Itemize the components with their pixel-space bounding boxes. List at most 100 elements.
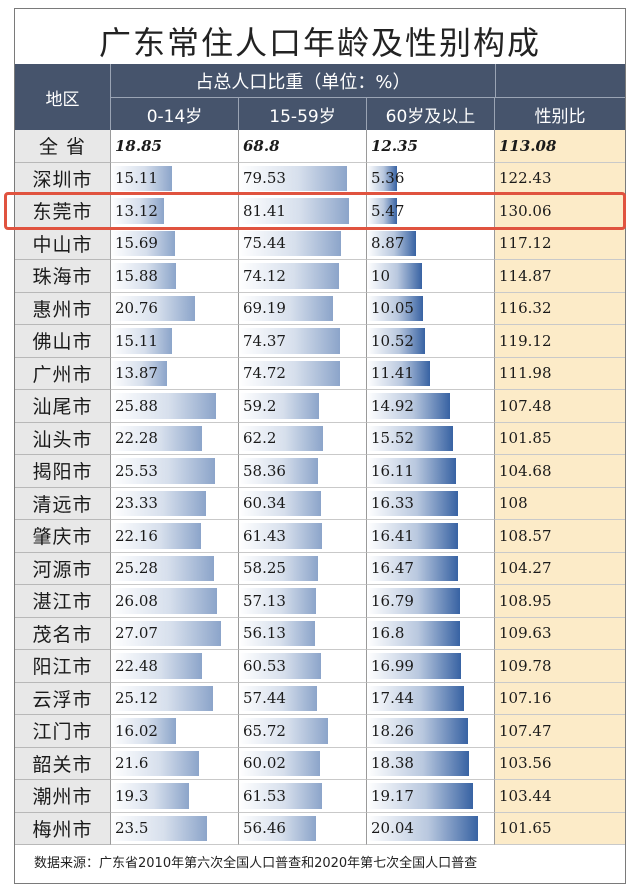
cell-value: 26.08	[115, 591, 158, 610]
cell-value: 19.3	[115, 786, 149, 805]
cell-value: 15.69	[115, 234, 158, 253]
bar-mark	[367, 718, 469, 744]
cell-age-15-59: 62.2	[239, 422, 367, 455]
cell-sex-ratio: 108.57	[495, 520, 625, 553]
bar-mark	[367, 458, 457, 484]
cell-age-0-14: 22.48	[111, 650, 239, 683]
cell-value: 18.26	[371, 721, 414, 740]
cell-value: 16.11	[371, 461, 414, 480]
bar-mark	[111, 328, 173, 354]
row-region-name: 惠州市	[15, 292, 111, 325]
cell-age-0-14: 25.88	[111, 390, 239, 423]
row-region-name: 珠海市	[15, 260, 111, 293]
cell-age-15-59: 74.12	[239, 260, 367, 293]
row-region-name: 中山市	[15, 227, 111, 260]
cell-age-15-59: 56.13	[239, 617, 367, 650]
cell-value: 119.12	[499, 331, 552, 350]
cell-age-15-59: 59.2	[239, 390, 367, 423]
bar-mark	[367, 490, 458, 516]
cell-age-15-59: 69.19	[239, 292, 367, 325]
row-region-name: 湛江市	[15, 585, 111, 618]
cell-age-0-14: 27.07	[111, 617, 239, 650]
cell-value: 15.11	[115, 331, 158, 350]
cell-value: 16.79	[371, 591, 414, 610]
bar-mark	[239, 360, 341, 386]
page-title: 广东常住人口年龄及性别构成	[98, 24, 541, 62]
bar-mark	[111, 425, 202, 451]
header-age-0-14: 0-14岁	[111, 98, 239, 130]
bar-mark	[111, 685, 214, 711]
cell-sex-ratio: 114.87	[495, 260, 625, 293]
cell-value: 101.85	[499, 429, 552, 448]
bar-mark	[111, 165, 173, 191]
cell-value: 107.47	[499, 721, 552, 740]
cell-value: 16.99	[371, 656, 414, 675]
header-age-15-59: 15-59岁	[239, 98, 367, 130]
cell-value: 59.2	[243, 396, 277, 415]
bar-mark	[239, 198, 350, 224]
row-region-name: 清远市	[15, 487, 111, 520]
cell-value: 17.44	[371, 689, 414, 708]
cell-value: 20.04	[371, 819, 414, 838]
cell-value: 61.53	[243, 786, 286, 805]
row-region-name: 汕头市	[15, 422, 111, 455]
cell-value: 19.17	[371, 786, 414, 805]
cell-value: 65.72	[243, 721, 286, 740]
table-frame	[14, 8, 626, 884]
cell-age-60: 16.47	[367, 552, 495, 585]
cell-value: 15.11	[115, 169, 158, 188]
cell-value: 111.98	[499, 364, 552, 383]
row-region-name: 梅州市	[15, 812, 111, 845]
bar-mark	[239, 815, 316, 841]
cell-value: 109.63	[499, 624, 552, 643]
bar-mark	[239, 230, 342, 256]
cell-sex-ratio: 108	[495, 487, 625, 520]
bar-mark	[367, 425, 454, 451]
header-age-15-59-label: 15-59岁	[269, 106, 336, 127]
cell-value: 10.52	[371, 331, 414, 350]
bar-mark	[367, 230, 417, 256]
cell-age-15-59: 75.44	[239, 227, 367, 260]
cell-value: 10.05	[371, 299, 414, 318]
bar-mark	[111, 458, 215, 484]
header-age-0-14-label: 0-14岁	[146, 106, 203, 127]
bar-mark	[367, 685, 464, 711]
cell-value: 16.8	[371, 624, 405, 643]
cell-age-60: 19.17	[367, 780, 495, 813]
header-sex-ratio-label: 性别比	[534, 106, 586, 127]
bar-mark	[111, 198, 165, 224]
cell-age-15-59: 74.72	[239, 357, 367, 390]
cell-age-60: 11.41	[367, 357, 495, 390]
cell-age-0-14: 25.12	[111, 682, 239, 715]
bar-mark	[367, 588, 461, 614]
row-region-name: 揭阳市	[15, 455, 111, 488]
cell-value: 27.07	[115, 624, 158, 643]
cell-age-15-59: 68.8	[239, 130, 367, 163]
cell-value: 113.08	[499, 136, 557, 155]
cell-value: 130.06	[499, 201, 552, 220]
cell-sex-ratio: 108.95	[495, 585, 625, 618]
cell-age-0-14: 20.76	[111, 292, 239, 325]
bar-mark	[111, 653, 203, 679]
cell-value: 13.12	[115, 201, 158, 220]
cell-sex-ratio: 104.27	[495, 552, 625, 585]
cell-value: 57.13	[243, 591, 286, 610]
bar-mark	[367, 263, 423, 289]
cell-age-60: 18.38	[367, 747, 495, 780]
cell-age-60: 16.8	[367, 617, 495, 650]
cell-age-15-59: 79.53	[239, 162, 367, 195]
bar-mark	[367, 165, 397, 191]
cell-age-0-14: 15.88	[111, 260, 239, 293]
cell-value: 68.8	[243, 136, 280, 155]
cell-age-0-14: 22.16	[111, 520, 239, 553]
cell-value: 61.43	[243, 526, 286, 545]
cell-age-60: 5.36	[367, 162, 495, 195]
cell-age-60: 10.05	[367, 292, 495, 325]
cell-age-0-14: 18.85	[111, 130, 239, 163]
source-note: 数据来源：广东省2010年第六次全国人口普查和2020年第七次全国人口普查	[34, 856, 478, 871]
highlight-box	[4, 192, 626, 230]
row-region-name: 江门市	[15, 715, 111, 748]
row-region-name: 肇庆市	[15, 520, 111, 553]
cell-value: 109.78	[499, 656, 552, 675]
cell-age-0-14: 22.28	[111, 422, 239, 455]
